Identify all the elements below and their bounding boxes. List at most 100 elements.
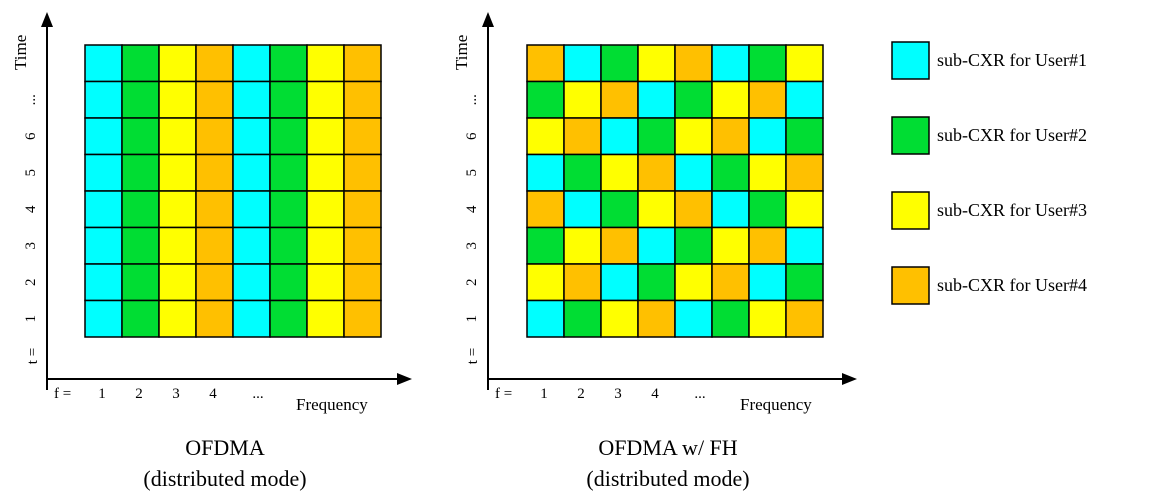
grid-cell (158, 80, 197, 119)
grid-cell (711, 117, 750, 156)
grid-cell (674, 44, 713, 83)
grid-cell (232, 153, 271, 192)
ofdma-panel: Time Frequency t = 1 2 3 4 5 6... f = 1 2 3 4...… (11, 12, 412, 491)
grid-cell (269, 226, 308, 265)
grid-cell (343, 263, 382, 302)
ofdma-caption-title: OFDMA (185, 435, 265, 460)
f-tick-label: 1 (540, 386, 548, 402)
legend-label-user1: sub-CXR for User#1 (937, 50, 1087, 70)
grid-cell (195, 80, 234, 119)
grid-cell (748, 44, 787, 83)
grid-cell (195, 117, 234, 156)
t-tick-labels: 1 2 3 4 5 6... (464, 94, 480, 322)
grid-cell (269, 153, 308, 192)
grid-cell (306, 190, 345, 229)
grid-cell (232, 117, 271, 156)
grid-cell (600, 117, 639, 156)
grid-cell (84, 263, 123, 302)
grid-cell (637, 263, 676, 302)
grid-cell (526, 80, 565, 119)
grid-cell (232, 226, 271, 265)
time-axis-arrowhead (482, 12, 494, 27)
grid-cell (343, 226, 382, 265)
ofdma-fh-caption-mode: (distributed mode) (586, 466, 749, 491)
grid-cell (84, 226, 123, 265)
grid-cell (674, 80, 713, 119)
legend-swatch-user4 (891, 266, 930, 305)
grid-cell (232, 80, 271, 119)
grid-cell (711, 190, 750, 229)
grid-cell (343, 299, 382, 338)
grid-cell (637, 299, 676, 338)
legend-swatch-user2 (891, 116, 930, 155)
f-tick-label: ... (694, 386, 705, 402)
grid-cell (711, 226, 750, 265)
grid-cell (785, 153, 824, 192)
frequency-axis-label: Frequency (740, 395, 812, 414)
t-tick-label: 5 (23, 169, 39, 177)
grid-cell (785, 226, 824, 265)
grid-cell (674, 190, 713, 229)
f-tick-label: ... (252, 386, 263, 402)
time-axis-label: Time (11, 35, 30, 70)
ofdma-fh-resource-grid (526, 44, 824, 338)
grid-cell (711, 44, 750, 83)
grid-cell (637, 190, 676, 229)
grid-cell (195, 299, 234, 338)
t-tick-label: ... (23, 94, 39, 105)
grid-cell (121, 117, 160, 156)
grid-cell (785, 299, 824, 338)
grid-cell (343, 80, 382, 119)
t-tick-label: 1 (23, 315, 39, 323)
t-tick-label: 3 (464, 242, 480, 250)
f-tick-label: 2 (577, 386, 585, 402)
grid-cell (195, 44, 234, 83)
f-tick-labels: 1 2 3 4... (98, 386, 263, 402)
f-tick-label: 2 (135, 386, 143, 402)
t-tick-label: 1 (464, 315, 480, 323)
t-prefix-label: t = (25, 348, 41, 364)
grid-cell (674, 299, 713, 338)
grid-cell (563, 80, 602, 119)
grid-cell (269, 190, 308, 229)
grid-cell (563, 44, 602, 83)
grid-cell (84, 299, 123, 338)
legend-swatch-user1 (891, 41, 930, 80)
grid-cell (195, 226, 234, 265)
t-tick-label: ... (464, 94, 480, 105)
grid-cell (748, 80, 787, 119)
grid-cell (526, 299, 565, 338)
grid-cell (600, 226, 639, 265)
grid-cell (600, 153, 639, 192)
grid-cell (232, 44, 271, 83)
t-tick-label: 3 (23, 242, 39, 250)
grid-cell (121, 153, 160, 192)
grid-cell (674, 226, 713, 265)
grid-cell (121, 44, 160, 83)
grid-cell (748, 153, 787, 192)
grid-cell (785, 190, 824, 229)
f-tick-label: 3 (172, 386, 180, 402)
grid-cell (711, 263, 750, 302)
grid-cell (195, 263, 234, 302)
grid-cell (526, 117, 565, 156)
grid-cell (343, 153, 382, 192)
grid-cell (637, 226, 676, 265)
grid-cell (195, 190, 234, 229)
grid-cell (158, 299, 197, 338)
grid-cell (785, 80, 824, 119)
grid-cell (158, 117, 197, 156)
grid-cell (785, 44, 824, 83)
grid-cell (674, 263, 713, 302)
grid-cell (748, 299, 787, 338)
grid-cell (526, 263, 565, 302)
grid-cell (84, 190, 123, 229)
grid-cell (232, 263, 271, 302)
grid-cell (121, 190, 160, 229)
grid-cell (306, 153, 345, 192)
grid-cell (526, 153, 565, 192)
grid-cell (563, 299, 602, 338)
t-tick-label: 6 (464, 132, 480, 140)
grid-cell (674, 153, 713, 192)
frequency-axis-label: Frequency (296, 395, 368, 414)
